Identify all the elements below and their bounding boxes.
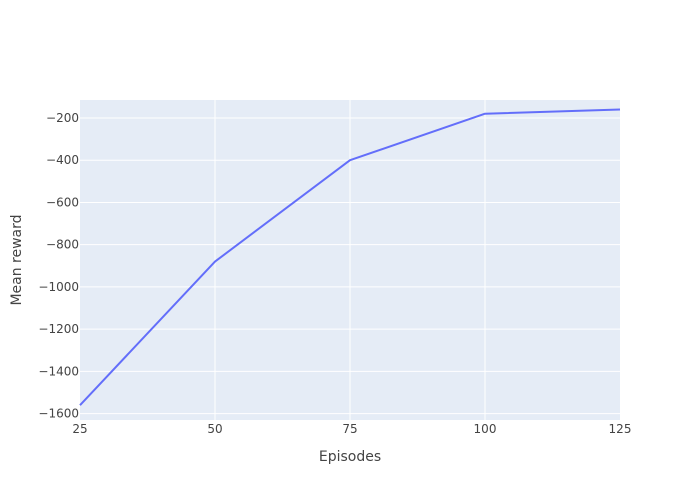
series-line (79, 108, 621, 406)
y-tick-label: −1600 (38, 407, 79, 421)
y-tick-label: −1400 (38, 364, 79, 378)
y-tick-label: −200 (46, 111, 79, 125)
x-tick-label: 25 (72, 422, 87, 436)
x-axis-ticks: 25 50 75 100 125 (72, 422, 631, 436)
x-axis-title: Episodes (319, 449, 381, 465)
y-tick-label: −600 (46, 195, 79, 209)
x-tick-label: 125 (609, 422, 632, 436)
series-group (79, 108, 621, 406)
y-tick-label: −800 (46, 238, 79, 252)
x-tick-label: 75 (342, 422, 357, 436)
y-tick-label: −400 (46, 153, 79, 167)
x-tick-label: 50 (207, 422, 222, 436)
y-tick-label: −1000 (38, 280, 79, 294)
grid-lines (80, 100, 620, 420)
y-tick-label: −1200 (38, 322, 79, 336)
x-tick-label: 100 (474, 422, 497, 436)
y-axis-title: Mean reward (9, 214, 25, 305)
y-axis-ticks: −1600 −1400 −1200 −1000 −800 −600 −400 −200 (38, 111, 79, 421)
